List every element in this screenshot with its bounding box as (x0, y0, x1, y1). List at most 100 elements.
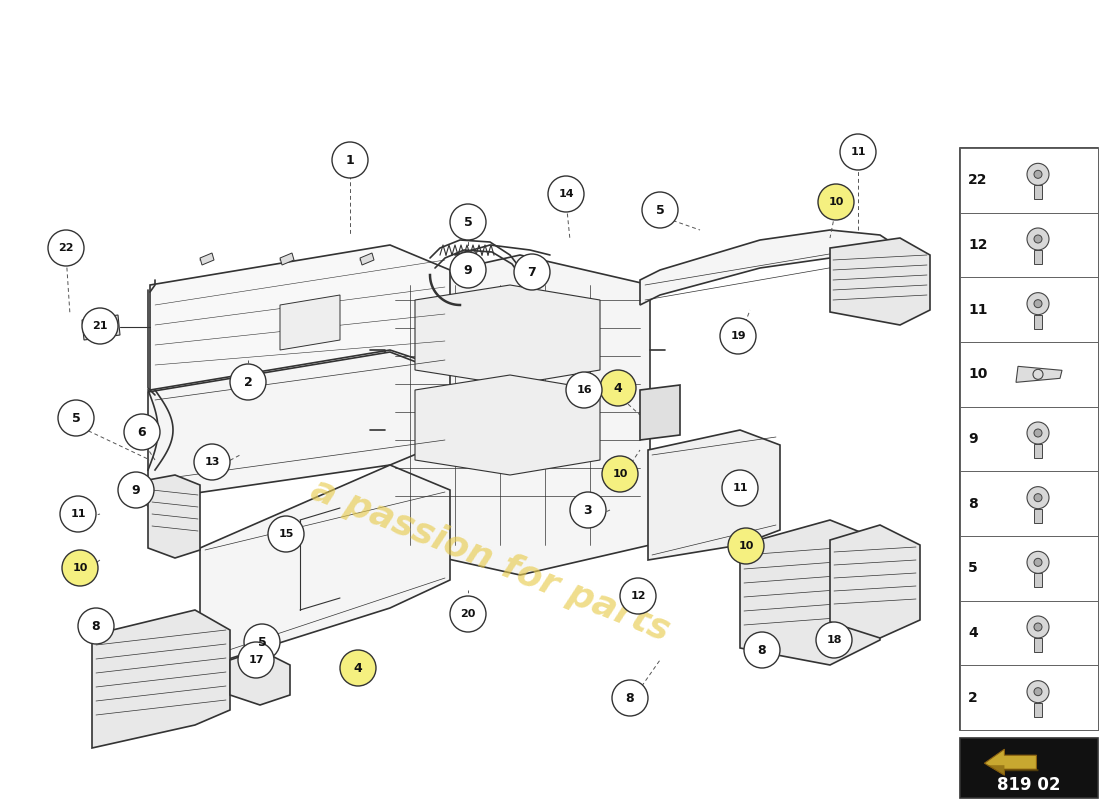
Circle shape (566, 372, 602, 408)
Circle shape (1034, 300, 1042, 308)
Polygon shape (415, 375, 600, 475)
Bar (1034, 250, 1042, 264)
Text: 21: 21 (92, 321, 108, 331)
Circle shape (1027, 293, 1049, 314)
Circle shape (82, 308, 118, 344)
Circle shape (60, 496, 96, 532)
Text: 5: 5 (656, 203, 664, 217)
Text: 16: 16 (576, 385, 592, 395)
Circle shape (450, 252, 486, 288)
Text: 10: 10 (968, 367, 988, 382)
Polygon shape (360, 253, 374, 265)
Circle shape (332, 142, 368, 178)
Text: 9: 9 (968, 432, 978, 446)
Text: 10: 10 (738, 541, 754, 551)
Polygon shape (830, 238, 930, 325)
Text: 12: 12 (630, 591, 646, 601)
Polygon shape (200, 253, 214, 265)
Text: 8: 8 (968, 497, 978, 510)
Circle shape (1027, 551, 1049, 574)
Text: 17: 17 (249, 655, 264, 665)
Circle shape (570, 492, 606, 528)
Circle shape (124, 414, 160, 450)
Polygon shape (280, 295, 340, 350)
Circle shape (1034, 688, 1042, 696)
Text: 4: 4 (353, 662, 362, 674)
Circle shape (1034, 623, 1042, 631)
Circle shape (720, 318, 756, 354)
Circle shape (1034, 494, 1042, 502)
Text: 5: 5 (463, 215, 472, 229)
Polygon shape (640, 230, 900, 305)
Text: 5: 5 (72, 411, 80, 425)
Circle shape (194, 444, 230, 480)
Text: 10: 10 (613, 469, 628, 479)
Bar (960, 666, 1098, 730)
Text: 819 02: 819 02 (998, 776, 1060, 794)
Text: 19: 19 (730, 331, 746, 341)
Polygon shape (830, 525, 920, 638)
Circle shape (1034, 235, 1042, 243)
Circle shape (600, 370, 636, 406)
Circle shape (818, 184, 854, 220)
Text: 11: 11 (733, 483, 748, 493)
Circle shape (1034, 170, 1042, 178)
Text: 11: 11 (70, 509, 86, 519)
Polygon shape (648, 430, 780, 560)
Circle shape (1027, 422, 1049, 444)
Bar (1034, 314, 1042, 329)
Bar (960, 536, 1098, 601)
Circle shape (48, 230, 84, 266)
Bar (960, 148, 1098, 730)
Bar (960, 148, 1098, 213)
Circle shape (450, 596, 486, 632)
Polygon shape (82, 315, 120, 340)
Text: 18: 18 (826, 635, 842, 645)
Polygon shape (740, 520, 880, 665)
Text: 10: 10 (828, 197, 844, 207)
Circle shape (1027, 486, 1049, 509)
Text: 22: 22 (968, 174, 988, 187)
Circle shape (602, 456, 638, 492)
Bar (1034, 186, 1042, 199)
Text: 15: 15 (278, 529, 294, 539)
Circle shape (268, 516, 304, 552)
Bar (960, 738, 1098, 798)
Polygon shape (1016, 366, 1062, 382)
Bar (1034, 444, 1042, 458)
Text: 11: 11 (968, 302, 988, 317)
Polygon shape (987, 765, 1038, 775)
Circle shape (62, 550, 98, 586)
Text: 3: 3 (584, 503, 592, 517)
Circle shape (728, 528, 764, 564)
Bar (960, 278, 1098, 342)
Bar (1034, 702, 1042, 717)
Text: 7: 7 (528, 266, 537, 278)
Circle shape (840, 134, 876, 170)
Circle shape (450, 204, 486, 240)
Bar (960, 213, 1098, 278)
Text: 6: 6 (138, 426, 146, 438)
Polygon shape (200, 465, 450, 668)
Polygon shape (415, 285, 600, 385)
Text: 8: 8 (758, 643, 767, 657)
Bar (960, 342, 1098, 406)
Text: 13: 13 (205, 457, 220, 467)
Circle shape (816, 622, 853, 658)
Bar (1034, 638, 1042, 652)
Bar (960, 471, 1098, 536)
Polygon shape (640, 385, 680, 440)
Circle shape (1034, 429, 1042, 437)
Circle shape (58, 400, 94, 436)
Text: 2: 2 (243, 375, 252, 389)
Text: 12: 12 (968, 238, 988, 252)
Polygon shape (280, 253, 294, 265)
Text: 9: 9 (464, 263, 472, 277)
Circle shape (118, 472, 154, 508)
Text: 9: 9 (132, 483, 141, 497)
Circle shape (1027, 616, 1049, 638)
Bar (960, 406, 1098, 471)
Text: 5: 5 (257, 635, 266, 649)
Text: 8: 8 (626, 691, 635, 705)
Text: 1: 1 (345, 154, 354, 166)
